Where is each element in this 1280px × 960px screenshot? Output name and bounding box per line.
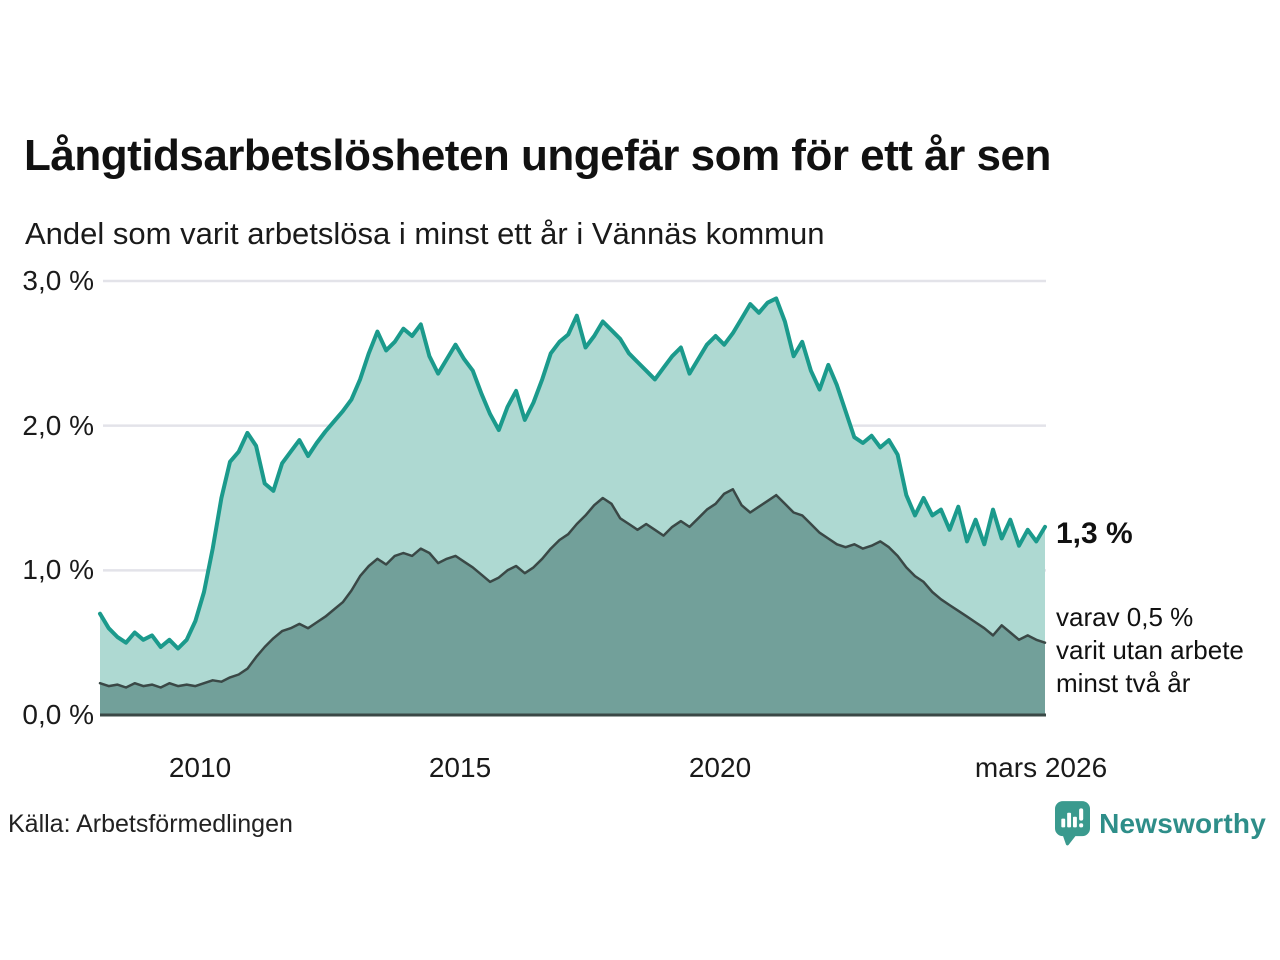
series-annotation: varav 0,5 % varit utan arbete minst två … [1056, 602, 1244, 698]
chart-subtitle: Andel som varit arbetslösa i minst ett å… [25, 216, 825, 251]
newsworthy-pin-icon [1055, 800, 1091, 845]
y-axis-tick: 0,0 % [22, 699, 94, 730]
x-axis-tick: 2010 [168, 752, 232, 783]
page-title: Långtidsarbetslösheten ungefär som för e… [24, 131, 1051, 180]
x-axis-tick: 2015 [428, 752, 492, 783]
y-axis-tick: 1,0 % [22, 554, 94, 585]
x-axis-tick: 2020 [688, 752, 752, 783]
newsworthy-wordmark: Newsworthy [1099, 808, 1266, 839]
newsworthy-logo: Newsworthy [1055, 800, 1266, 848]
source-attribution: Källa: Arbetsförmedlingen [8, 810, 293, 838]
x-axis-tick: mars 2026 [974, 752, 1108, 783]
y-axis-tick: 2,0 % [22, 410, 94, 441]
series-end-value-label: 1,3 % [1056, 517, 1133, 550]
y-axis-tick: 3,0 % [22, 265, 94, 296]
